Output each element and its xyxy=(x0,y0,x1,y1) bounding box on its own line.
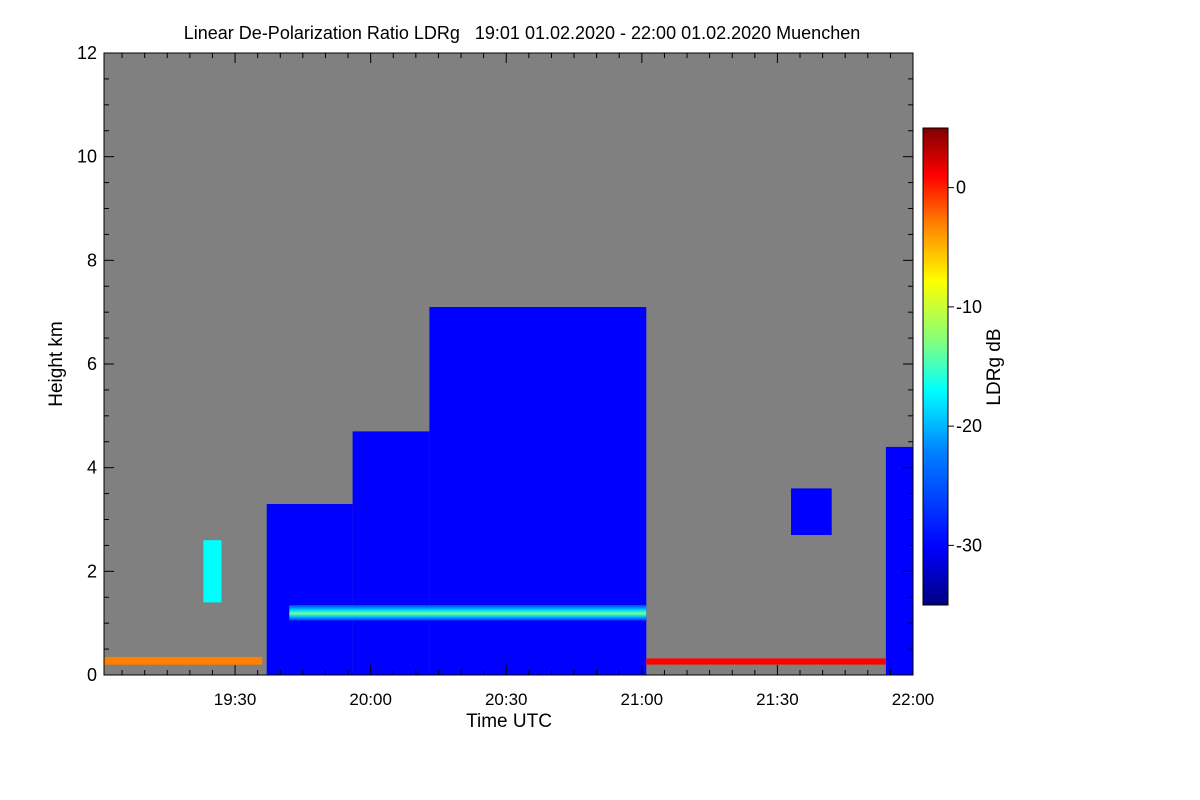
colorbar-tick-label: -30 xyxy=(956,535,982,555)
region-cloud-22-00 xyxy=(885,446,913,675)
y-axis: 0 2 4 6 8 10 12 xyxy=(77,43,913,685)
x-tick-label: 21:30 xyxy=(756,690,799,709)
x-axis: 19:30 20:00 20:30 21:00 21:30 22:00 xyxy=(121,53,935,709)
data-regions xyxy=(104,307,913,675)
region-aerosol-patch-19-20 xyxy=(203,540,222,603)
colorbar-ticks: 0 -10 -20 -30 xyxy=(948,178,982,555)
x-tick-label: 20:30 xyxy=(485,690,528,709)
region-cloud-19-45 xyxy=(266,504,353,675)
colorbar-tick-label: -20 xyxy=(956,416,982,436)
y-tick-label: 12 xyxy=(77,43,97,63)
y-tick-label: 0 xyxy=(87,665,97,685)
y-axis-label: Height km xyxy=(46,321,67,407)
chart-title: Linear De-Polarization Ratio LDRg 19:01 … xyxy=(184,23,860,43)
x-tick-label: 22:00 xyxy=(892,690,935,709)
x-tick-label: 21:00 xyxy=(621,690,664,709)
colorbar-tick-label: -10 xyxy=(956,297,982,317)
region-surface-clutter-late xyxy=(646,658,886,665)
y-tick-label: 2 xyxy=(87,561,97,581)
y-tick-label: 10 xyxy=(77,147,97,167)
x-tick-label: 19:30 xyxy=(214,690,257,709)
y-tick-label: 4 xyxy=(87,458,97,478)
region-cloud-20-00 xyxy=(352,431,430,675)
x-tick-label: 20:00 xyxy=(349,690,392,709)
x-axis-label: Time UTC xyxy=(466,711,552,732)
region-cloud-21-37 xyxy=(791,488,832,535)
region-surface-clutter-early xyxy=(104,656,263,665)
colorbar-label: LDRg dB xyxy=(984,328,1005,405)
colorbar xyxy=(922,127,949,606)
y-tick-label: 8 xyxy=(87,250,97,270)
region-melting-layer xyxy=(289,605,647,621)
colorbar-tick-label: 0 xyxy=(956,178,966,198)
y-tick-label: 6 xyxy=(87,354,97,374)
